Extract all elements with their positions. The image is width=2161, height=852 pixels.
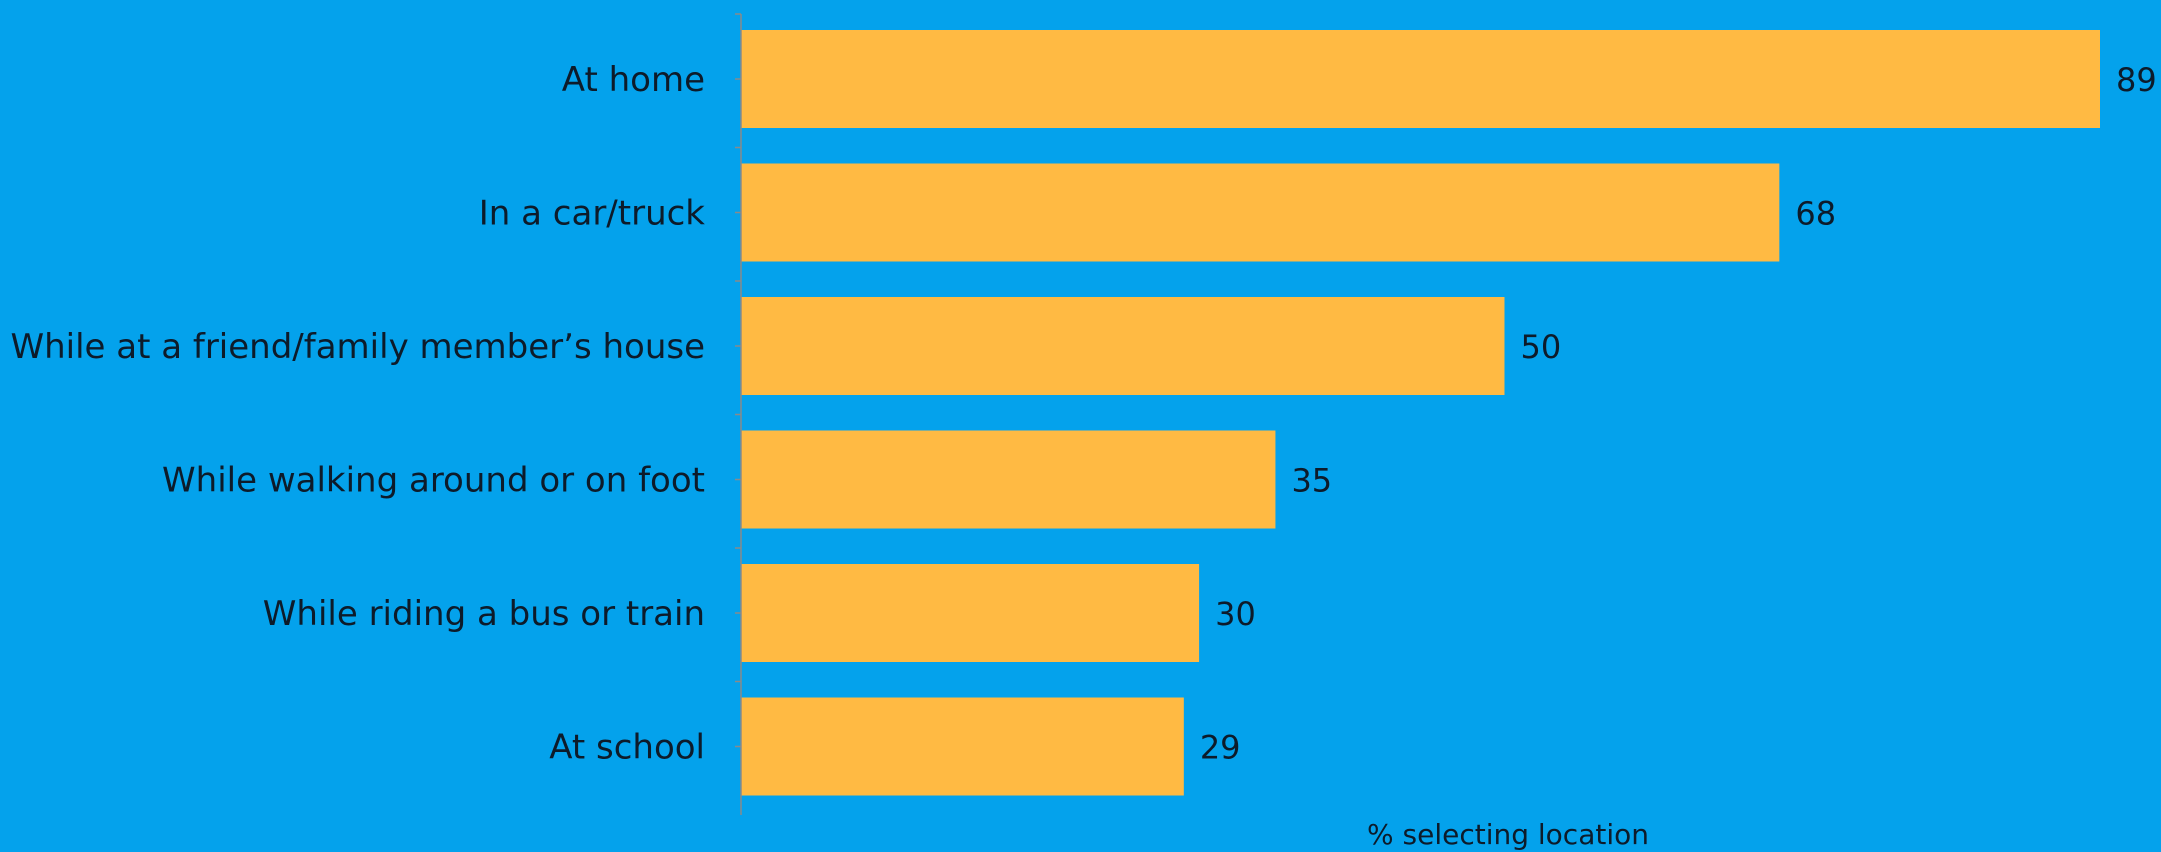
bars-layer — [741, 30, 2100, 796]
labels-layer: At home 89 In a car/truck 68 While at a frie… — [10, 60, 2156, 768]
category-label: At home — [562, 60, 705, 100]
value-label: 89 — [2116, 61, 2157, 99]
x-axis-title: % selecting location — [1367, 818, 1649, 851]
value-label: 29 — [1200, 729, 1241, 767]
value-label: 50 — [1520, 328, 1561, 366]
value-label: 30 — [1215, 595, 1256, 633]
value-label: 35 — [1291, 462, 1332, 500]
value-label: 68 — [1795, 195, 1836, 233]
category-label: While walking around or on foot — [162, 461, 705, 501]
bar — [741, 564, 1200, 662]
category-label: While riding a bus or train — [263, 594, 705, 634]
category-label: At school — [549, 728, 705, 768]
bar — [741, 163, 1780, 262]
bar — [741, 430, 1276, 529]
category-label: In a car/truck — [479, 194, 706, 234]
axis-layer — [735, 13, 742, 815]
bar — [741, 30, 2100, 128]
category-label: While at a friend/family member’s house — [10, 327, 705, 367]
bar — [741, 297, 1505, 395]
bar — [741, 697, 1184, 796]
